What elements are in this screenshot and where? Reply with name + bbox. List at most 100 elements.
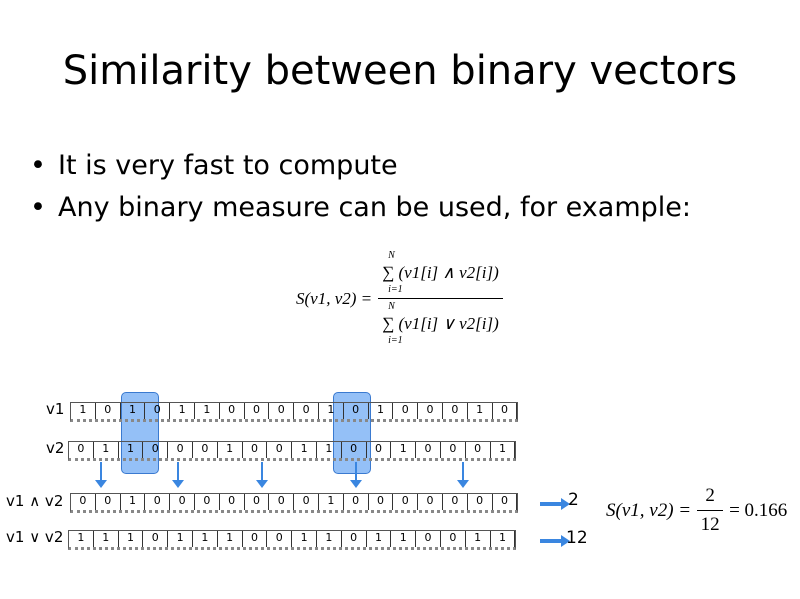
down-arrow xyxy=(172,462,184,488)
bit-cell: 0 xyxy=(393,403,419,419)
bit-cell: 0 xyxy=(168,442,193,458)
bit-cell: 1 xyxy=(491,442,516,458)
bit-cell: 1 xyxy=(317,531,342,547)
bit-cell: 0 xyxy=(441,531,466,547)
bullet-list: It is very fast to compute Any binary me… xyxy=(30,145,691,229)
bit-cell: 1 xyxy=(367,531,392,547)
bit-cell: 0 xyxy=(143,531,169,547)
result-denominator: 12 xyxy=(700,514,720,535)
or-count: 12 xyxy=(566,528,588,548)
bit-cell: 0 xyxy=(269,494,295,510)
sum-upper-limit: N xyxy=(388,250,395,261)
bit-cell: 0 xyxy=(170,494,195,510)
bit-cell: 0 xyxy=(493,494,518,510)
bit-cell: 0 xyxy=(468,494,493,510)
bit-cell: 1 xyxy=(491,531,516,547)
bit-cell: 0 xyxy=(193,442,218,458)
bit-cell: 1 xyxy=(391,531,417,547)
bit-cell: 0 xyxy=(220,403,245,419)
bullet-item: Any binary measure can be used, for exam… xyxy=(30,187,691,229)
bit-cell: 1 xyxy=(369,403,394,419)
bit-cell: 0 xyxy=(195,494,220,510)
bit-cell: 1 xyxy=(94,442,119,458)
bit-cell: 1 xyxy=(468,403,493,419)
bit-cell: 1 xyxy=(292,531,317,547)
bit-cell: 1 xyxy=(195,403,220,419)
bit-cell: 0 xyxy=(393,494,419,510)
result-value: = 0.166 xyxy=(729,499,788,521)
bit-cell: 0 xyxy=(71,494,96,510)
bit-cell: 0 xyxy=(418,403,443,419)
bit-cell: 0 xyxy=(69,442,94,458)
numerator: ∑ (v1[i] ∧ v2[i]) xyxy=(382,263,499,282)
bit-cell: 1 xyxy=(292,442,317,458)
vector-label: v2 xyxy=(46,439,65,457)
bit-cell: 1 xyxy=(218,442,243,458)
bit-cell: 0 xyxy=(96,403,121,419)
down-arrow xyxy=(350,462,362,488)
bit-cell: 0 xyxy=(96,494,121,510)
bit-cell: 0 xyxy=(344,494,369,510)
bit-cell: 1 xyxy=(193,531,218,547)
vector-label: v1 ∨ v2 xyxy=(6,528,64,546)
bit-cell: 1 xyxy=(319,403,344,419)
bit-cell: 1 xyxy=(391,442,417,458)
denominator-block: N ∑ (v1[i] ∨ v2[i]) i=1 xyxy=(378,301,503,347)
bit-cell: 0 xyxy=(243,442,268,458)
right-arrow xyxy=(540,498,570,510)
bit-cell: 0 xyxy=(294,494,319,510)
bit-cell: 0 xyxy=(267,442,293,458)
sum-upper-limit: N xyxy=(388,301,395,312)
down-arrow xyxy=(95,462,107,488)
result-fraction: 2 12 xyxy=(697,484,724,537)
bit-cell: 0 xyxy=(416,442,441,458)
bit-cell: 1 xyxy=(168,531,193,547)
bit-cell: 1 xyxy=(94,531,119,547)
similarity-formula: S(v1, v2) = N ∑ (v1[i] ∧ v2[i]) i=1 N ∑ … xyxy=(296,250,503,347)
down-arrow xyxy=(457,462,469,488)
bit-cell: 1 xyxy=(317,442,342,458)
bit-cell: 0 xyxy=(143,442,169,458)
bit-cell: 1 xyxy=(119,531,144,547)
and-count: 2 xyxy=(568,490,579,510)
bit-cell: 1 xyxy=(319,494,344,510)
bit-cell: 0 xyxy=(245,403,270,419)
bit-cell: 0 xyxy=(443,403,468,419)
bit-cell: 0 xyxy=(493,403,518,419)
bit-cell: 0 xyxy=(145,403,171,419)
bit-cell: 0 xyxy=(369,494,394,510)
bullet-item: It is very fast to compute xyxy=(30,145,691,187)
numerator-block: N ∑ (v1[i] ∧ v2[i]) i=1 xyxy=(378,250,503,296)
bit-cell: 0 xyxy=(344,403,369,419)
bit-cell: 0 xyxy=(418,494,443,510)
bit-cell: 1 xyxy=(466,531,491,547)
bit-cell: 1 xyxy=(170,403,195,419)
down-arrow xyxy=(256,462,268,488)
result-lhs: S(v1, v2) = xyxy=(606,499,692,521)
bit-cell: 0 xyxy=(267,531,293,547)
fraction-bar xyxy=(378,298,503,299)
bit-cell: 0 xyxy=(245,494,270,510)
formula-lhs: S(v1, v2) = xyxy=(296,288,373,308)
bit-cell: 0 xyxy=(466,442,491,458)
sum-lower-limit: i=1 xyxy=(388,284,403,295)
slide-title: Similarity between binary vectors xyxy=(62,48,738,94)
fraction-bar xyxy=(697,510,724,511)
vector-label: v1 ∧ v2 xyxy=(6,492,64,510)
bit-cell: 0 xyxy=(243,531,268,547)
bit-cell: 0 xyxy=(342,531,367,547)
bit-cell: 1 xyxy=(121,494,146,510)
bit-cell: 1 xyxy=(121,403,146,419)
bit-cell: 1 xyxy=(119,442,144,458)
denominator: ∑ (v1[i] ∨ v2[i]) xyxy=(382,314,499,333)
sum-lower-limit: i=1 xyxy=(388,335,403,346)
result-formula: S(v1, v2) = 2 12 = 0.166 xyxy=(606,484,787,537)
bit-cell: 0 xyxy=(441,442,466,458)
bit-cell: 0 xyxy=(342,442,367,458)
bit-cell: 0 xyxy=(416,531,441,547)
bit-cell: 0 xyxy=(145,494,171,510)
result-numerator: 2 xyxy=(705,485,715,506)
